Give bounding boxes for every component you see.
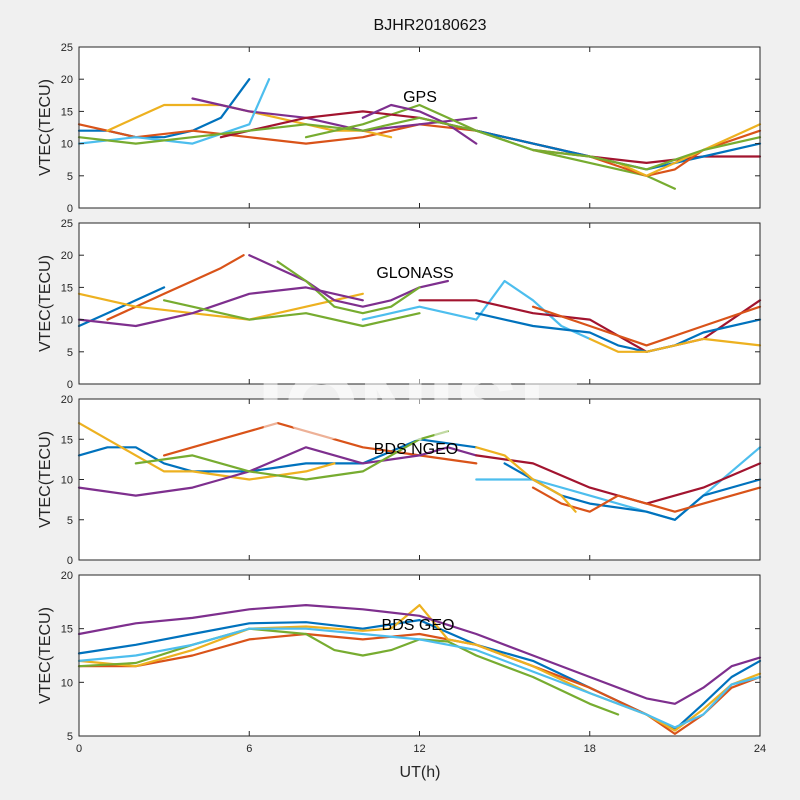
y-tick-label: 0 <box>67 555 73 567</box>
series-line-12 <box>163 299 421 328</box>
series-line-2 <box>106 254 245 321</box>
series-line-3 <box>77 292 364 321</box>
series-line-12 <box>77 116 762 171</box>
series-line-11 <box>361 103 478 145</box>
plot-area <box>79 575 760 736</box>
plot-area <box>79 223 760 384</box>
y-tick-label: 20 <box>61 570 73 582</box>
y-tick-label: 10 <box>61 677 73 689</box>
y-tick-label: 20 <box>61 394 73 406</box>
watermark: IONISE <box>257 354 582 461</box>
system-annotation: GLONASS <box>376 265 453 282</box>
y-tick-label: 10 <box>61 475 73 487</box>
y-tick-label: 0 <box>67 203 73 215</box>
series-line-6 <box>77 78 271 145</box>
x-tick-label: 0 <box>76 743 82 755</box>
series-line-5 <box>134 430 449 481</box>
series-line-1 <box>77 286 166 328</box>
x-tick-label: 12 <box>413 743 425 755</box>
y-tick-label: 5 <box>67 515 73 527</box>
y-tick-label: 5 <box>67 731 73 743</box>
system-annotation: BDS NGEO <box>374 441 458 458</box>
x-axis-label: UT(h) <box>400 764 441 781</box>
chart-title: BJHR20180623 <box>374 17 487 34</box>
y-tick-label: 0 <box>67 379 73 391</box>
x-tick-label: 18 <box>584 743 596 755</box>
y-tick-label: 20 <box>61 250 73 262</box>
series-line-10 <box>588 337 762 353</box>
y-tick-label: 25 <box>61 218 73 230</box>
series-line-11 <box>77 286 364 328</box>
x-tick-label: 6 <box>246 743 252 755</box>
y-tick-label: 15 <box>61 106 73 118</box>
series-line-4 <box>77 603 762 705</box>
y-tick-label: 5 <box>67 171 73 183</box>
series-line-8 <box>475 312 762 353</box>
y-tick-label: 10 <box>61 315 73 327</box>
subplot-3: 0 5 10 15 20 VTEC(TECU) BDS NGEO <box>37 394 762 567</box>
y-tick-label: 15 <box>61 282 73 294</box>
series-line-9 <box>531 486 762 513</box>
series-line-2 <box>163 422 478 465</box>
subplot-4: 5 10 15 20 0 6 12 18 24 VTEC(TECU) BDS GEO <box>37 570 766 755</box>
series-line-6 <box>361 279 591 340</box>
system-annotation: GPS <box>403 89 437 106</box>
x-tick-label: 24 <box>754 743 766 755</box>
y-axis-label: VTEC(TECU) <box>37 255 54 352</box>
y-tick-label: 15 <box>61 434 73 446</box>
plot-area <box>79 399 760 560</box>
series-line-6 <box>77 627 762 729</box>
y-tick-label: 15 <box>61 624 73 636</box>
series-line-5 <box>276 260 421 315</box>
y-axis-label: VTEC(TECU) <box>37 431 54 528</box>
series-line-9 <box>531 305 762 347</box>
y-tick-label: 20 <box>61 74 73 86</box>
y-axis-label: VTEC(TECU) <box>37 79 54 176</box>
subplot-2: 0 5 10 15 20 25 VTEC(TECU) GLONASS <box>37 218 762 391</box>
series-line-10 <box>475 446 577 513</box>
y-tick-label: 5 <box>67 347 73 359</box>
y-axis-label: VTEC(TECU) <box>37 607 54 704</box>
series-line-4 <box>77 446 478 497</box>
y-tick-label: 10 <box>61 139 73 151</box>
plot-area <box>79 47 760 208</box>
y-tick-label: 25 <box>61 42 73 54</box>
subplot-1: 0 5 10 15 20 25 VTEC(TECU) GPS <box>37 42 762 215</box>
system-annotation: BDS GEO <box>382 617 455 634</box>
series-line-3 <box>77 422 336 481</box>
